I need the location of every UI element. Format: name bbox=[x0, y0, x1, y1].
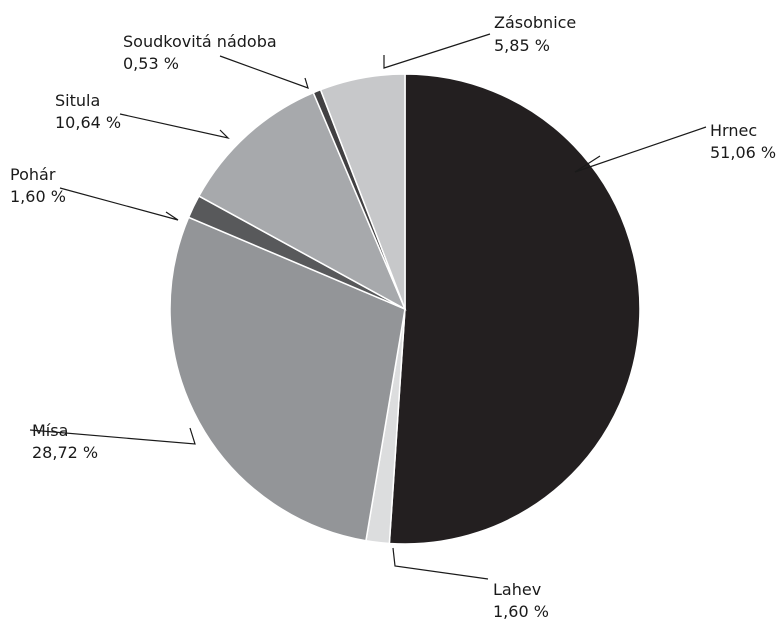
label-zasobnice-value: 5,85 % bbox=[494, 36, 550, 55]
leader-line-soudkovita-nadoba bbox=[219, 55, 309, 89]
label-soudkovita-nadoba-name: Soudkovitá nádoba bbox=[123, 32, 277, 51]
leader-line-zasobnice bbox=[383, 33, 491, 69]
leader-line-pohar bbox=[59, 187, 179, 221]
label-zasobnice-name: Zásobnice bbox=[494, 13, 576, 32]
label-zasobnice: Zásobnice 5,85 % bbox=[494, 13, 576, 55]
label-pohar-name: Pohár bbox=[10, 165, 56, 184]
label-misa-name: Mísa bbox=[32, 421, 68, 440]
leader-line-lahev bbox=[392, 547, 489, 580]
label-lahev-value: 1,60 % bbox=[493, 602, 549, 621]
leader-line-misa bbox=[29, 427, 196, 445]
pie-slice-hrnec bbox=[388, 73, 641, 545]
label-soudkovita-nadoba: Soudkovitá nádoba 0,53 % bbox=[123, 32, 277, 73]
label-situla-value: 10,64 % bbox=[55, 113, 121, 132]
leader-line-situla bbox=[119, 113, 230, 140]
label-misa: Mísa 28,72 % bbox=[32, 421, 98, 462]
label-lahev-name: Lahev bbox=[493, 580, 541, 599]
label-hrnec: Hrnec 51,06 % bbox=[710, 121, 776, 162]
label-pohar-value: 1,60 % bbox=[10, 187, 66, 206]
pie-slices bbox=[169, 73, 641, 545]
leader-lines bbox=[29, 33, 707, 580]
label-lahev: Lahev 1,60 % bbox=[493, 580, 549, 621]
leader-line-hrnec bbox=[574, 126, 707, 173]
pie-slice-zasobnice bbox=[319, 73, 406, 310]
label-situla-name: Situla bbox=[55, 91, 100, 110]
pie-slice-misa bbox=[169, 216, 406, 542]
label-soudkovita-nadoba-value: 0,53 % bbox=[123, 54, 179, 73]
label-hrnec-name: Hrnec bbox=[710, 121, 757, 140]
label-hrnec-value: 51,06 % bbox=[710, 143, 776, 162]
label-situla: Situla 10,64 % bbox=[55, 91, 121, 132]
pie-slice-situla bbox=[197, 91, 407, 311]
label-pohar: Pohár 1,60 % bbox=[10, 165, 66, 206]
label-misa-value: 28,72 % bbox=[32, 443, 98, 462]
